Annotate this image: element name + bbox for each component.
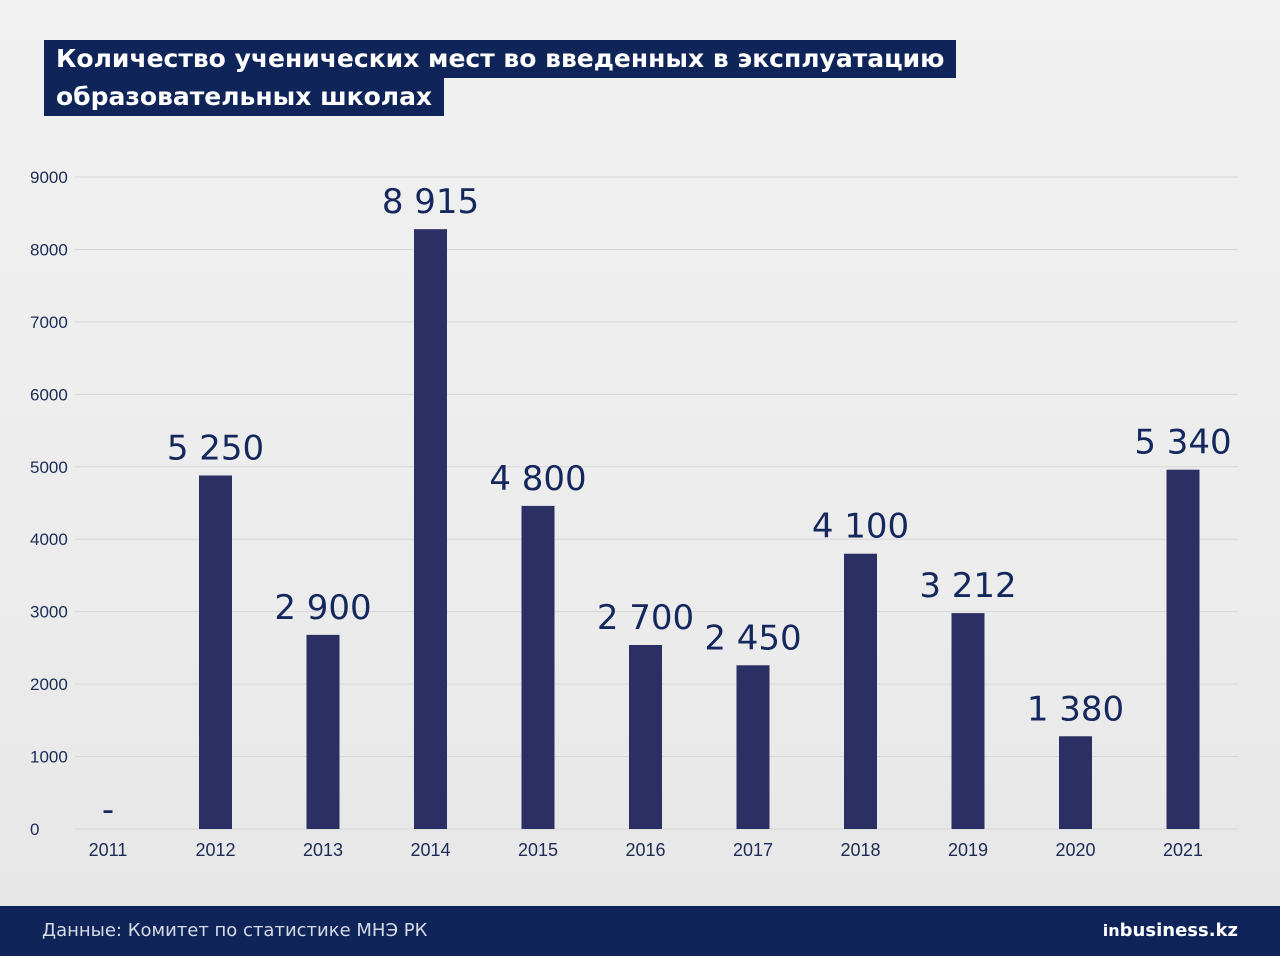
y-tick-label: 0 xyxy=(30,820,39,839)
bar xyxy=(1166,469,1200,829)
logo-main: business.kz xyxy=(1119,920,1238,941)
data-label: - xyxy=(102,790,114,830)
data-label: 4 100 xyxy=(812,507,909,547)
bar xyxy=(414,229,447,829)
y-tick-label: 1000 xyxy=(30,748,68,767)
y-tick-label: 9000 xyxy=(30,168,68,187)
x-tick-label: 2021 xyxy=(1163,840,1203,860)
data-label: 8 915 xyxy=(382,182,479,222)
bar xyxy=(199,475,232,829)
bar-chart: 0 1000 2000 3000 4000 5000 6000 7000 8000 9000 - 20… xyxy=(30,168,1238,860)
data-label: 5 340 xyxy=(1134,423,1231,463)
y-tick-label: 8000 xyxy=(30,240,68,259)
y-tick-label: 4000 xyxy=(30,530,68,549)
bar xyxy=(736,665,770,829)
x-tick-label: 2012 xyxy=(195,840,235,860)
x-tick-label: 2018 xyxy=(840,840,880,860)
x-tick-label: 2017 xyxy=(733,840,773,860)
data-label: 2 900 xyxy=(274,588,371,628)
bar xyxy=(844,553,877,829)
logo-prefix: in xyxy=(1102,921,1120,940)
y-tick-label: 3000 xyxy=(30,603,68,622)
bar xyxy=(1059,736,1092,829)
data-label: 2 450 xyxy=(704,618,801,658)
data-source-note: Данные: Комитет по статистике МНЭ РК xyxy=(42,920,428,941)
x-tick-label: 2015 xyxy=(518,840,558,860)
x-tick-label: 2013 xyxy=(303,840,343,860)
data-label: 2 700 xyxy=(597,598,694,638)
y-tick-label: 2000 xyxy=(30,675,68,694)
data-label: 1 380 xyxy=(1027,689,1124,729)
chart-title-line-2: образовательных школах xyxy=(44,78,445,116)
chart-title-line-1: Количество ученических мест во введенных… xyxy=(44,40,957,78)
bar xyxy=(521,505,555,829)
bar xyxy=(306,634,340,829)
x-tick-label: 2016 xyxy=(625,840,665,860)
x-tick-label: 2019 xyxy=(948,840,988,860)
x-tick-label: 2011 xyxy=(89,840,128,860)
data-label: 3 212 xyxy=(919,566,1016,606)
inbusiness-logo: inbusiness.kz xyxy=(1103,906,1238,956)
bar xyxy=(629,644,662,829)
x-tick-label: 2020 xyxy=(1055,840,1095,860)
y-tick-label: 6000 xyxy=(30,385,68,404)
y-tick-label: 7000 xyxy=(30,313,68,332)
y-tick-label: 5000 xyxy=(30,458,68,477)
x-tick-label: 2014 xyxy=(410,840,450,860)
data-label: 4 800 xyxy=(489,459,586,499)
bar xyxy=(951,613,985,829)
footer-bar: Данные: Комитет по статистике МНЭ РК inb… xyxy=(0,906,1280,956)
data-label: 5 250 xyxy=(167,428,264,468)
